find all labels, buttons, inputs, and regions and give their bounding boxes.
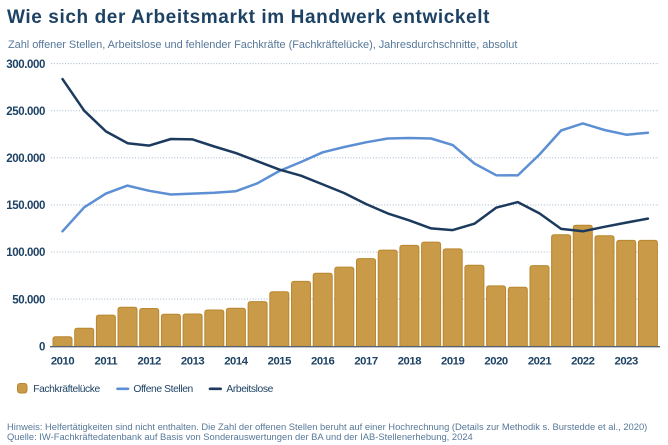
svg-text:2010: 2010 — [51, 356, 74, 368]
svg-text:2017: 2017 — [354, 356, 377, 368]
svg-text:2011: 2011 — [95, 356, 118, 368]
svg-text:Arbeitslose: Arbeitslose — [226, 384, 273, 395]
svg-text:2023: 2023 — [615, 356, 638, 368]
svg-text:100.000: 100.000 — [6, 247, 45, 259]
svg-text:Fachkräftelücke: Fachkräftelücke — [33, 384, 100, 395]
svg-text:2020: 2020 — [484, 356, 507, 368]
svg-text:0: 0 — [39, 341, 45, 353]
svg-text:300.000: 300.000 — [6, 59, 45, 71]
svg-text:50.000: 50.000 — [12, 294, 45, 306]
svg-text:2012: 2012 — [138, 356, 161, 368]
svg-text:2014: 2014 — [224, 356, 248, 368]
svg-text:2015: 2015 — [268, 356, 291, 368]
svg-text:200.000: 200.000 — [6, 153, 45, 165]
svg-text:2021: 2021 — [528, 356, 551, 368]
svg-text:2018: 2018 — [398, 356, 421, 368]
svg-text:2022: 2022 — [571, 356, 594, 368]
svg-text:Offene Stellen: Offene Stellen — [133, 384, 193, 395]
svg-text:250.000: 250.000 — [6, 106, 45, 118]
svg-text:150.000: 150.000 — [6, 200, 45, 212]
svg-text:2013: 2013 — [181, 356, 204, 368]
svg-text:2019: 2019 — [441, 356, 464, 368]
svg-text:2016: 2016 — [311, 356, 334, 368]
